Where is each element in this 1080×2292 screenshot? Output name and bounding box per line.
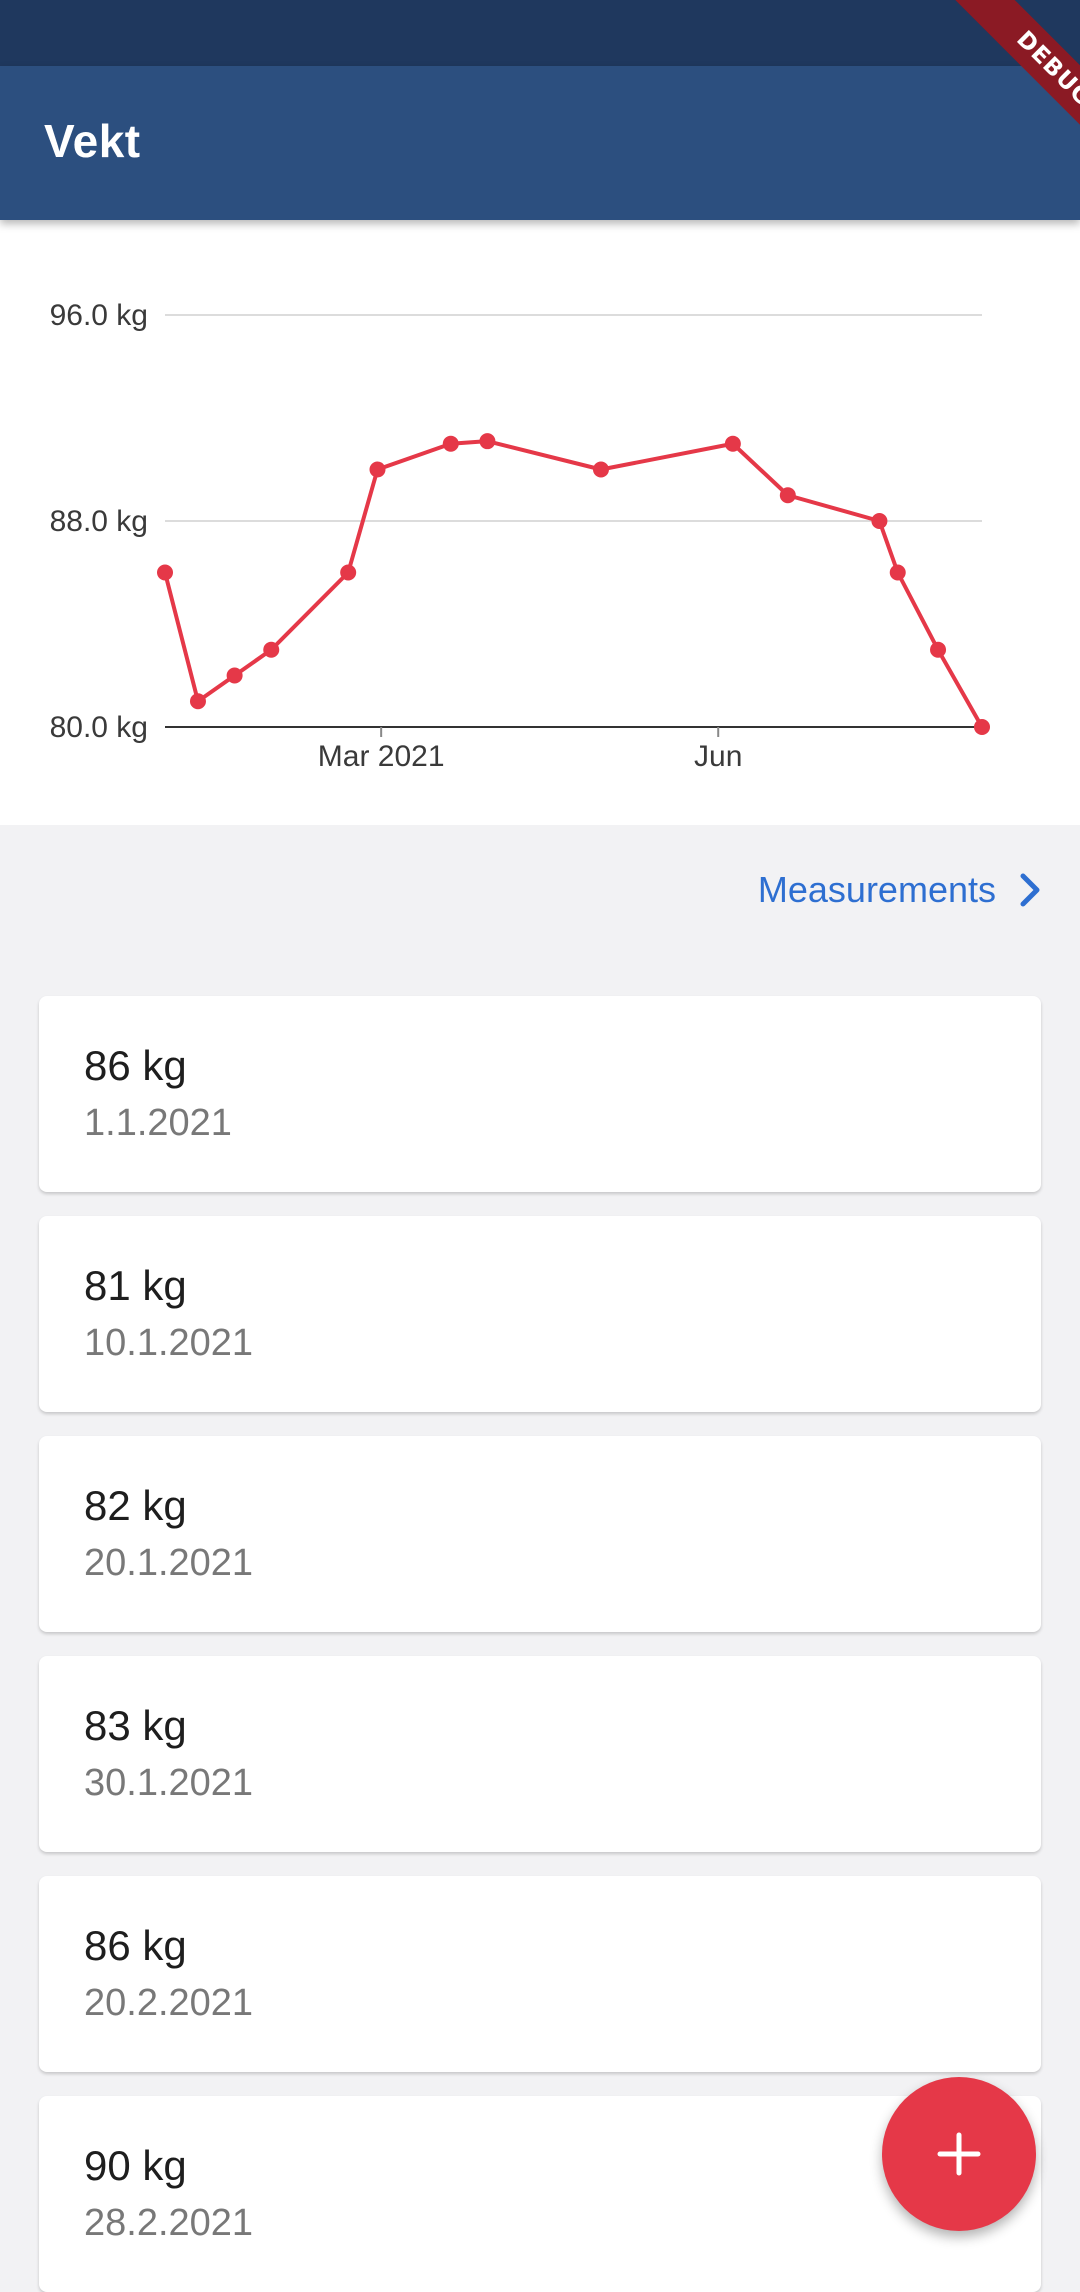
plus-icon [937,2132,981,2176]
entry-date: 20.2.2021 [84,1982,254,2024]
data-point [157,564,173,581]
chart-series [157,433,990,735]
y-tick-label: 96.0 kg [50,299,148,332]
y-tick-label: 80.0 kg [50,711,148,744]
data-point [479,433,496,450]
weight-series-line [163,439,984,728]
app-title: Vekt [44,115,141,167]
entry-weight: 83 kg [84,1702,187,1749]
entry-date: 10.1.2021 [84,1322,254,1364]
entry-date: 30.1.2021 [84,1762,254,1804]
list-item[interactable]: 90 kg 28.2.2021 [39,2096,1041,2292]
y-tick-label: 88.0 kg [50,505,148,538]
weight-chart: 96.0 kg 88.0 kg 80.0 kg Mar 2021 Jun [0,220,1080,825]
entry-weight: 86 kg [84,1042,187,1089]
list-item[interactable]: 86 kg 20.2.2021 [39,1876,1041,2072]
data-point [369,461,386,478]
entry-weight: 86 kg [84,1922,187,1969]
entry-date: 28.2.2021 [84,2202,254,2244]
list-item[interactable]: 82 kg 20.1.2021 [39,1436,1041,1632]
chart-y-axis: 96.0 kg 88.0 kg 80.0 kg [50,299,148,744]
entry-weight: 90 kg [84,2142,187,2189]
data-point [442,435,459,452]
data-point [226,667,243,684]
data-point [340,564,357,581]
list-item[interactable]: 81 kg 10.1.2021 [39,1216,1041,1412]
data-point [779,487,796,504]
add-entry-button[interactable] [882,2077,1036,2231]
data-point [974,719,990,735]
measurements-link-label: Measurements [757,869,996,910]
status-bar [0,0,1080,66]
entry-weight: 82 kg [84,1482,187,1529]
data-point [592,461,609,478]
list-item[interactable]: 86 kg 1.1.2021 [39,996,1041,1192]
data-point [889,564,906,581]
data-point [724,435,741,452]
entry-date: 20.1.2021 [84,1542,254,1584]
x-tick-label: Jun [694,740,742,773]
entry-date: 1.1.2021 [84,1102,232,1144]
list-item[interactable]: 83 kg 30.1.2021 [39,1656,1041,1852]
chart-grid [165,314,982,737]
data-point [263,641,280,658]
data-point [930,641,947,658]
entry-weight: 81 kg [84,1262,187,1309]
data-point [189,693,206,710]
data-point [871,513,888,529]
app-bar: Vekt [0,66,1080,220]
measurements-link[interactable]: Measurements [758,862,1042,918]
weight-chart-svg: 96.0 kg 88.0 kg 80.0 kg Mar 2021 Jun [50,299,990,773]
x-tick-label: Mar 2021 [318,740,445,773]
chart-x-axis: Mar 2021 Jun [318,740,743,773]
chevron-right-icon [1018,872,1042,908]
